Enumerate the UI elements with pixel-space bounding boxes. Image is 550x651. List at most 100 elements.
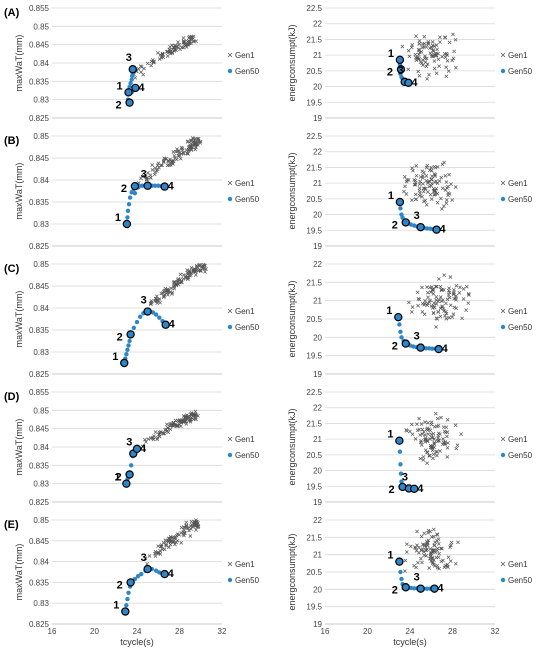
gen1-point bbox=[182, 533, 186, 538]
y-tick-label: 19 bbox=[313, 114, 322, 123]
highlight-point bbox=[396, 65, 406, 74]
gen1-point bbox=[418, 456, 423, 461]
y-tick-label: 0.84 bbox=[33, 176, 49, 185]
gen1-point bbox=[430, 40, 435, 44]
gen1-point bbox=[177, 149, 182, 153]
gen1-point bbox=[167, 159, 171, 164]
gen1-point bbox=[445, 417, 450, 422]
gen1-point bbox=[400, 44, 405, 49]
y-tick-label: 22.5 bbox=[306, 4, 322, 13]
y-tick-label: 21 bbox=[313, 51, 322, 60]
y-tick-label: 20.5 bbox=[306, 568, 322, 577]
gen1-point bbox=[413, 192, 418, 197]
gen1-point bbox=[417, 427, 422, 432]
gen1-point bbox=[410, 166, 414, 170]
panel-label-1: (B) bbox=[4, 135, 20, 147]
gen1-point bbox=[145, 561, 149, 566]
gen1-point bbox=[410, 432, 415, 437]
gen1-point bbox=[435, 165, 440, 169]
legend-gen1: Gen1 bbox=[508, 51, 528, 60]
gen1-point bbox=[194, 417, 198, 422]
gen1-point bbox=[176, 423, 180, 428]
gen1-point bbox=[147, 554, 152, 558]
gen1-point bbox=[444, 201, 449, 206]
gen1-point bbox=[426, 42, 431, 46]
gen1-point bbox=[161, 295, 166, 300]
gen1-point bbox=[421, 455, 426, 459]
legend-gen1-marker bbox=[500, 561, 506, 567]
gen1-point bbox=[437, 179, 442, 183]
gen1-point bbox=[181, 45, 186, 50]
gen1-point bbox=[445, 564, 450, 569]
gen1-point bbox=[136, 66, 141, 71]
y-tick-label: 0.825 bbox=[29, 620, 50, 629]
gen1-point bbox=[180, 146, 185, 151]
gen1-point bbox=[450, 198, 455, 202]
gen1-point bbox=[151, 437, 156, 442]
gen1-point bbox=[435, 200, 440, 205]
gen1-point bbox=[417, 73, 422, 78]
gen1-point bbox=[438, 295, 443, 299]
y-tick-label: 0.845 bbox=[29, 282, 50, 291]
gen1-point bbox=[439, 559, 444, 564]
gen1-point bbox=[434, 325, 438, 329]
gen1-point bbox=[421, 181, 425, 186]
gen1-point bbox=[413, 545, 417, 550]
gen1-point bbox=[144, 440, 148, 444]
legend-gen50: Gen50 bbox=[508, 195, 533, 204]
y-tick-label: 20 bbox=[313, 585, 322, 594]
gen1-point bbox=[451, 287, 456, 292]
gen1-point bbox=[431, 311, 436, 316]
y-axis-label: maxWaT(mm) bbox=[14, 163, 24, 220]
y-tick-label: 0.845 bbox=[29, 537, 50, 546]
gen1-point bbox=[420, 432, 425, 437]
y-tick-label: 22 bbox=[313, 404, 322, 413]
gen1-point bbox=[182, 40, 187, 45]
gen1-point bbox=[438, 546, 443, 551]
gen1-point bbox=[431, 548, 436, 552]
gen1-point bbox=[418, 440, 423, 445]
gen1-point bbox=[166, 289, 171, 294]
gen1-point bbox=[429, 197, 434, 201]
x-tick-label: 24 bbox=[406, 627, 415, 636]
gen1-point bbox=[178, 272, 183, 277]
gen1-point bbox=[156, 544, 161, 548]
legend-gen50-marker bbox=[227, 68, 233, 74]
y-tick-label: 0.85 bbox=[33, 406, 49, 415]
gen1-point bbox=[424, 165, 429, 170]
gen1-point bbox=[429, 45, 434, 50]
gen1-point bbox=[162, 294, 166, 298]
gen1-point bbox=[172, 281, 176, 285]
gen1-point bbox=[184, 520, 189, 525]
gen1-point bbox=[432, 44, 437, 49]
gen1-point bbox=[432, 305, 437, 310]
highlight-point bbox=[160, 182, 169, 191]
gen1-point bbox=[424, 545, 428, 550]
gen1-point bbox=[192, 141, 197, 146]
chart-2-right: 19 19.5 20 20.5 21 21.5 22 energconsumpt(kJ) 1 2 3… bbox=[287, 260, 533, 379]
gen1-point bbox=[414, 55, 418, 60]
x-axis-label: tcycle(s) bbox=[120, 637, 154, 647]
gen1-point bbox=[196, 138, 201, 143]
gen1-point bbox=[419, 443, 424, 447]
gen1-point bbox=[174, 540, 179, 545]
highlight-label: 2 bbox=[392, 341, 398, 353]
x-tick-label: 16 bbox=[321, 627, 330, 636]
gen1-point bbox=[435, 450, 439, 454]
gen1-point bbox=[172, 47, 177, 52]
panel-label-4: (E) bbox=[4, 519, 19, 531]
gen1-point bbox=[166, 288, 170, 293]
y-tick-label: 20 bbox=[313, 211, 322, 220]
gen1-point bbox=[422, 430, 426, 434]
gen1-point bbox=[454, 446, 459, 451]
gen1-point bbox=[443, 55, 448, 60]
legend-gen1-marker bbox=[500, 308, 506, 314]
gen1-point bbox=[453, 185, 458, 189]
legend-gen50: Gen50 bbox=[235, 323, 260, 332]
highlight-point bbox=[161, 320, 170, 329]
gen1-point bbox=[442, 273, 447, 278]
gen50-point bbox=[398, 569, 403, 575]
gen1-point bbox=[174, 282, 179, 287]
y-tick-label: 19 bbox=[313, 242, 322, 251]
